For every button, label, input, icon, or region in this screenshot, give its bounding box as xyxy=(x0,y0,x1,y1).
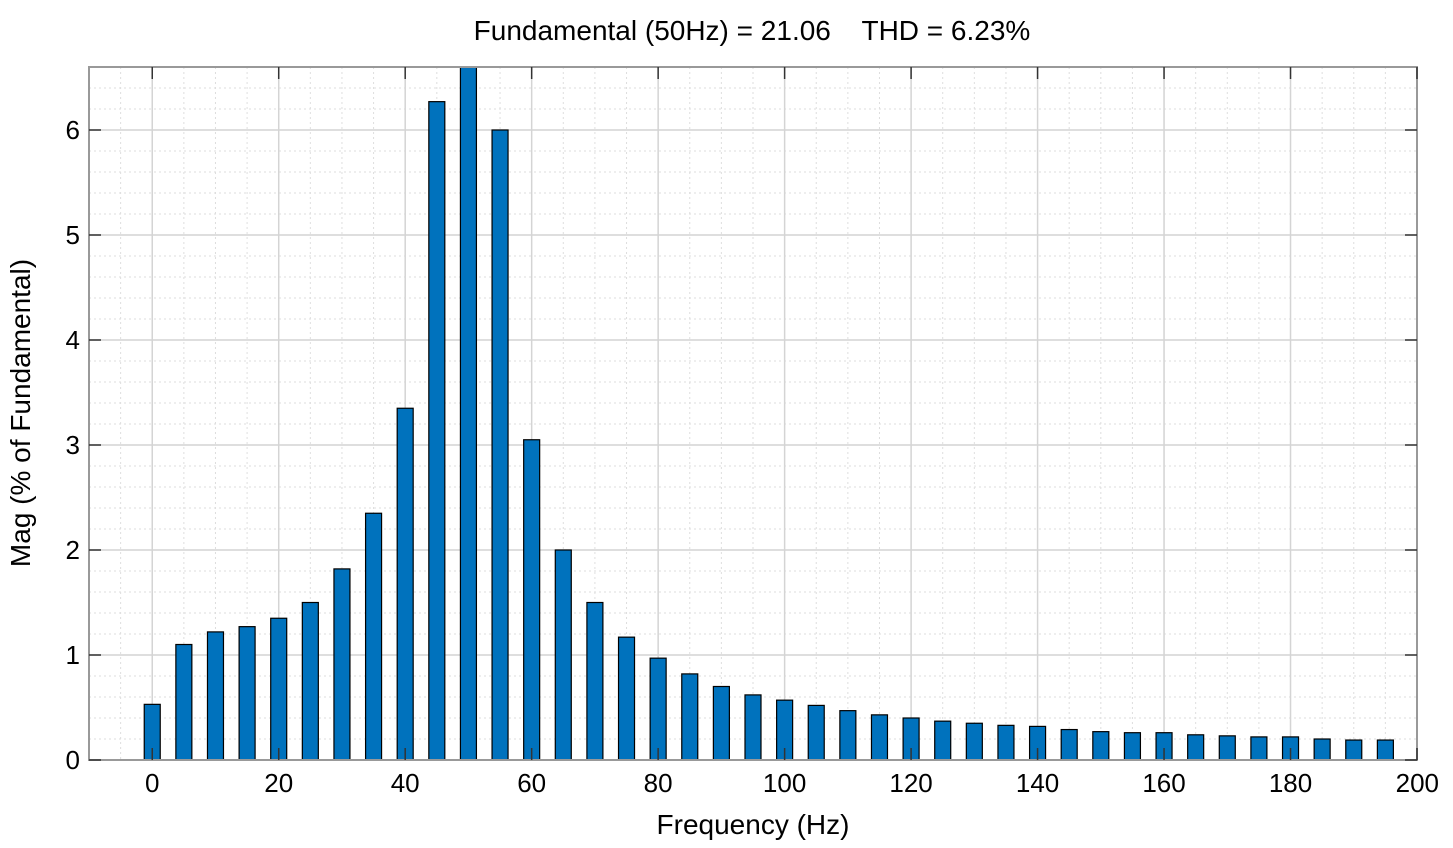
y-tick-label: 6 xyxy=(66,115,80,145)
bar xyxy=(1123,732,1142,761)
bar xyxy=(1250,736,1268,761)
x-tick-label: 200 xyxy=(1396,768,1439,798)
bar xyxy=(175,643,193,761)
bar xyxy=(1060,728,1078,761)
bar xyxy=(428,101,446,761)
x-tick-label: 0 xyxy=(145,768,159,798)
y-tick-label: 5 xyxy=(66,220,80,250)
bar xyxy=(491,129,509,761)
bar xyxy=(934,720,952,761)
bar xyxy=(744,694,762,761)
bar xyxy=(997,724,1015,761)
bar xyxy=(1218,735,1236,761)
ticks xyxy=(89,67,1418,761)
x-tick-label: 40 xyxy=(391,768,420,798)
bar xyxy=(1187,734,1205,761)
bar xyxy=(1313,738,1331,761)
bar xyxy=(1376,739,1394,761)
bar xyxy=(1092,731,1110,761)
bar xyxy=(238,626,256,761)
x-tick-label: 140 xyxy=(1016,768,1059,798)
y-tick-label: 1 xyxy=(66,640,80,670)
x-tick-label: 180 xyxy=(1269,768,1312,798)
chart-title: Fundamental (50Hz) = 21.06 THD = 6.23% xyxy=(474,15,1031,46)
x-tick-labels: 0 20 40 60 80 100 120 140 160 180 200 xyxy=(145,768,1439,798)
bar xyxy=(712,685,730,761)
bar xyxy=(649,657,667,761)
bar xyxy=(870,714,889,761)
y-tick-label: 3 xyxy=(66,430,80,460)
bars xyxy=(143,66,1394,761)
y-axis-label: Mag (% of Fundamental) xyxy=(5,259,36,567)
bar xyxy=(459,66,478,761)
x-tick-label: 80 xyxy=(644,768,673,798)
y-tick-label: 0 xyxy=(66,745,80,775)
plot-frame xyxy=(88,66,1418,761)
bar xyxy=(617,636,636,761)
bar xyxy=(523,439,541,761)
y-tick-labels: 0 1 2 3 4 5 6 xyxy=(66,115,80,775)
bar xyxy=(586,601,604,761)
bar xyxy=(554,549,572,761)
bar xyxy=(681,673,699,761)
x-axis-label: Frequency (Hz) xyxy=(657,809,850,840)
bar xyxy=(333,568,351,761)
bar xyxy=(396,407,414,761)
bar xyxy=(206,631,225,761)
bar xyxy=(1345,739,1363,761)
bar xyxy=(301,601,319,761)
x-tick-label: 160 xyxy=(1142,768,1185,798)
bar xyxy=(364,512,383,761)
y-tick-label: 4 xyxy=(66,325,80,355)
bar xyxy=(839,710,857,761)
bar xyxy=(965,722,983,761)
x-tick-label: 20 xyxy=(264,768,293,798)
bar xyxy=(807,704,825,761)
y-tick-label: 2 xyxy=(66,535,80,565)
bar xyxy=(270,617,288,761)
x-tick-label: 60 xyxy=(517,768,546,798)
x-tick-label: 100 xyxy=(763,768,806,798)
x-tick-label: 120 xyxy=(889,768,932,798)
